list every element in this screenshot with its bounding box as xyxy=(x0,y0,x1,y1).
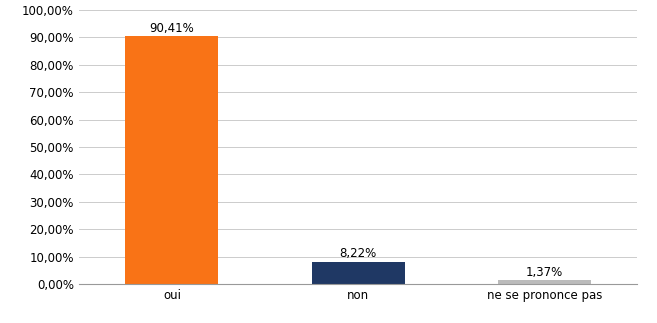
Bar xyxy=(311,262,405,284)
Text: 8,22%: 8,22% xyxy=(340,247,376,260)
Text: 1,37%: 1,37% xyxy=(526,266,563,279)
Text: 90,41%: 90,41% xyxy=(150,22,194,35)
Bar xyxy=(125,36,218,284)
Bar xyxy=(497,280,591,284)
